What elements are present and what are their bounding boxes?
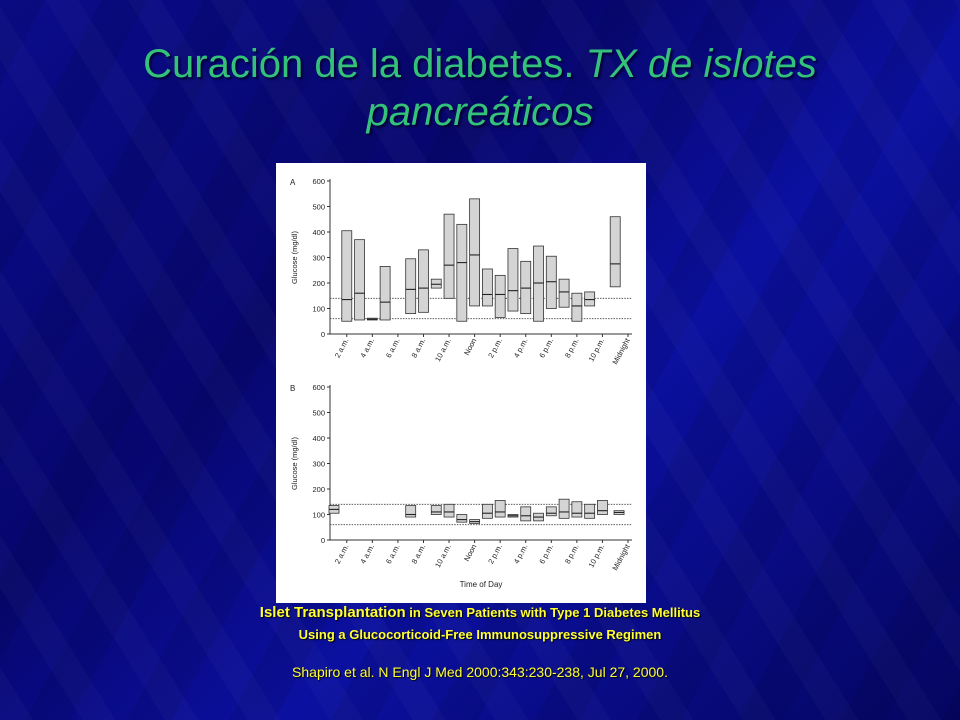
title-italic-1: TX de islotes (585, 42, 817, 86)
y-axis-label: Glucose (mg/dl) (290, 231, 299, 284)
x-tick-label: 6 a.m. (384, 337, 402, 360)
y-tick-label: 0 (321, 330, 325, 339)
box-mark (469, 198, 481, 307)
y-tick-label: 200 (312, 279, 325, 288)
x-tick-label: Noon (462, 337, 478, 357)
x-tick-label: 2 p.m. (486, 337, 504, 360)
caption-line-2: Using a Glucocorticoid-Free Immunosuppre… (298, 627, 662, 642)
x-tick-label: 2 p.m. (486, 543, 504, 566)
y-tick-label: 0 (321, 536, 325, 545)
x-tick-label: 4 p.m. (512, 543, 530, 566)
caption-line-1: Islet Transplantation in Seven Patients … (120, 604, 840, 621)
box-mark (481, 503, 493, 519)
x-tick-label: Midnight (611, 542, 633, 572)
x-tick-label: 8 a.m. (410, 543, 428, 566)
x-axis-label: Time of Day (460, 580, 503, 589)
title-italic-2: pancreáticos (366, 90, 594, 134)
box-mark (494, 274, 506, 318)
y-tick-label: 600 (312, 177, 325, 186)
x-tick-label: 6 a.m. (384, 543, 402, 566)
box-mark (443, 213, 455, 299)
caption-lead: Islet Transplantation (259, 604, 406, 621)
x-tick-label: 6 p.m. (537, 543, 555, 566)
box-mark (354, 239, 365, 321)
y-tick-label: 500 (312, 203, 325, 212)
citation: Shapiro et al. N Engl J Med 2000:343:230… (292, 664, 668, 680)
figure-panel: A 0 100 200 300 400 500 600 Glucose (mg/dl) 2 a.m… (276, 163, 646, 603)
box-mark (545, 255, 557, 309)
x-tick-label: 4 a.m. (358, 543, 376, 566)
x-tick-label: 10 p.m. (587, 543, 607, 569)
x-tick-label: 4 p.m. (512, 337, 530, 360)
x-tick-label: 10 a.m. (433, 337, 453, 363)
box-mark (443, 503, 455, 518)
title-plain: Curación de la diabetes. (143, 42, 575, 86)
x-tick-label: 4 a.m. (358, 337, 376, 360)
y-tick-label: 200 (312, 485, 325, 494)
slide-title: Curación de la diabetes. TX de islotes p… (40, 40, 920, 136)
box-mark (558, 278, 570, 308)
box-mark (430, 505, 442, 515)
x-tick-label: 8 a.m. (410, 337, 428, 360)
box-mark (558, 498, 570, 519)
box-mark (520, 260, 532, 314)
x-tick-label: 10 p.m. (587, 337, 607, 363)
panel-letter: A (290, 178, 296, 187)
box-mark (456, 514, 468, 523)
box-mark (520, 506, 532, 522)
box-mark (418, 249, 429, 313)
x-tick-label: 8 p.m. (563, 543, 581, 566)
y-tick-label: 400 (312, 434, 325, 443)
y-tick-label: 300 (312, 460, 325, 469)
box-mark (533, 245, 544, 322)
y-tick-label: 100 (312, 511, 325, 520)
x-tick-label: Midnight (611, 336, 633, 366)
x-tick-label: 6 p.m. (537, 337, 555, 360)
x-tick-label: 10 a.m. (433, 543, 453, 569)
x-tick-label: Noon (462, 543, 478, 563)
box-mark (405, 258, 417, 315)
box-mark (379, 266, 391, 321)
glucose-box-charts: A 0 100 200 300 400 500 600 Glucose (mg/dl) 2 a.m… (290, 177, 633, 589)
box-mark (597, 500, 608, 515)
box-mark (430, 278, 442, 289)
box-mark (545, 506, 557, 517)
box-mark (405, 505, 417, 518)
box-mark (571, 501, 583, 518)
x-tick-label: 2 a.m. (333, 337, 351, 360)
y-tick-label: 500 (312, 409, 325, 418)
box-mark (456, 223, 468, 322)
box-mark (494, 500, 506, 518)
y-tick-label: 300 (312, 254, 325, 263)
x-tick-label: 8 p.m. (563, 337, 581, 360)
box-mark (609, 216, 621, 288)
box-mark (571, 292, 583, 322)
y-tick-label: 400 (312, 228, 325, 237)
box-mark (507, 248, 519, 312)
box-mark (481, 268, 493, 307)
box-mark (584, 291, 596, 307)
box-mark (341, 230, 353, 322)
y-tick-label: 100 (312, 305, 325, 314)
caption-rest: in Seven Patients with Type 1 Diabetes M… (409, 605, 701, 620)
x-tick-label: 2 a.m. (333, 543, 351, 566)
y-axis-label: Glucose (mg/dl) (290, 437, 299, 490)
box-mark (584, 503, 596, 519)
y-tick-label: 600 (312, 383, 325, 392)
panel-letter: B (290, 384, 295, 393)
